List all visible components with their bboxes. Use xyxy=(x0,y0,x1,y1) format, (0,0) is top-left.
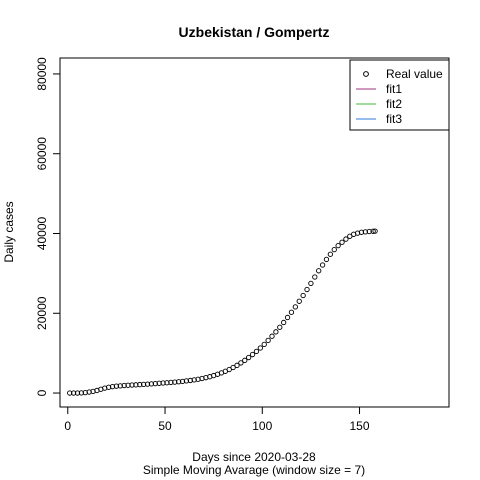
data-point xyxy=(327,251,333,257)
x-tick-label: 0 xyxy=(64,419,71,433)
data-point xyxy=(273,329,279,335)
data-point xyxy=(133,382,139,388)
data-point xyxy=(343,236,349,242)
data-point xyxy=(70,390,77,396)
data-point xyxy=(125,382,131,388)
data-point xyxy=(261,341,267,348)
data-point xyxy=(187,377,193,384)
data-point xyxy=(269,333,275,339)
data-point xyxy=(179,378,186,384)
y-tick-label: 80000 xyxy=(35,57,49,91)
data-point xyxy=(109,384,116,390)
data-point xyxy=(156,380,162,386)
data-point xyxy=(288,309,295,315)
data-point xyxy=(335,243,341,249)
data-point xyxy=(148,381,155,387)
y-tick-label: 20000 xyxy=(35,296,49,330)
data-point xyxy=(160,380,166,386)
legend-label: fit1 xyxy=(386,82,402,96)
data-point xyxy=(304,286,310,293)
data-point xyxy=(117,383,123,389)
x-tick-label: 50 xyxy=(158,419,172,433)
data-point xyxy=(172,379,178,385)
data-points xyxy=(67,228,378,396)
data-point xyxy=(323,256,330,263)
data-point xyxy=(292,304,298,310)
data-point xyxy=(164,380,170,386)
y-tick-label: 40000 xyxy=(35,216,49,250)
x-axis-label: Days since 2020-03-28 xyxy=(192,450,316,464)
data-point xyxy=(113,383,120,389)
data-point xyxy=(281,319,287,326)
data-point xyxy=(339,239,345,245)
legend-label: fit3 xyxy=(386,112,402,126)
data-point xyxy=(238,360,244,366)
data-point xyxy=(265,337,271,344)
data-point xyxy=(331,246,337,253)
data-point xyxy=(175,379,182,385)
chart-subtitle: Simple Moving Avarage (window size = 7) xyxy=(143,463,365,477)
data-point xyxy=(168,379,174,386)
data-point xyxy=(78,390,85,396)
data-point xyxy=(152,380,158,387)
legend-symbol-circle xyxy=(363,71,369,77)
data-point xyxy=(144,381,151,387)
y-tick-label: 60000 xyxy=(35,137,49,171)
data-point xyxy=(362,229,369,235)
data-point xyxy=(129,382,135,388)
data-point xyxy=(319,262,326,268)
legend-label: Real value xyxy=(386,67,443,81)
data-point xyxy=(296,298,302,304)
data-point xyxy=(140,381,147,387)
y-tick-label: 0 xyxy=(35,389,49,396)
data-point xyxy=(284,314,291,321)
x-tick-label: 150 xyxy=(350,419,370,433)
x-tick-label: 100 xyxy=(252,419,272,433)
data-point xyxy=(308,280,314,286)
data-point xyxy=(316,268,322,274)
data-point xyxy=(370,228,376,234)
data-point xyxy=(234,362,240,368)
data-point xyxy=(242,357,248,363)
legend-label: fit2 xyxy=(386,97,402,111)
data-point xyxy=(67,390,73,396)
y-axis-label: Daily cases xyxy=(2,201,16,262)
data-point xyxy=(253,348,260,355)
data-point xyxy=(249,351,256,358)
data-point xyxy=(312,274,318,280)
data-point xyxy=(366,228,372,235)
data-point xyxy=(372,228,378,234)
data-point xyxy=(121,382,127,389)
x-axis: 0 50 100 150 xyxy=(64,406,370,433)
y-axis: 0 20000 40000 60000 80000 xyxy=(35,57,61,396)
data-point xyxy=(246,354,252,361)
data-point xyxy=(183,378,190,384)
chart-title: Uzbekistan / Gompertz xyxy=(179,24,330,40)
data-point xyxy=(230,364,236,371)
data-point xyxy=(257,345,263,351)
data-point xyxy=(277,324,283,330)
data-point xyxy=(74,390,81,396)
data-point xyxy=(137,381,143,388)
data-point xyxy=(358,229,365,235)
data-point xyxy=(300,292,306,299)
